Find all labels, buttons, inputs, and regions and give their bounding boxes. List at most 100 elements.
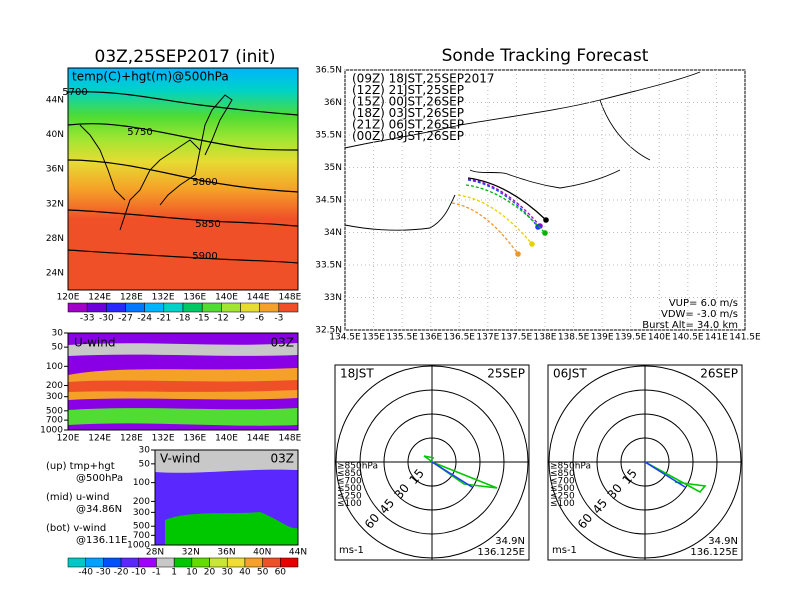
lon-tick-label: 132E — [152, 434, 175, 444]
panel-label: U-wind — [74, 336, 115, 350]
panel-note: @500hPa — [76, 473, 123, 484]
lon-tick-label: 128E — [120, 434, 143, 444]
lon-tick-label: 137E — [476, 333, 499, 343]
hodograph-date: 25SEP — [487, 367, 525, 381]
level-tick-label: 30 — [52, 329, 64, 339]
lon-tick-label: 124E — [88, 293, 111, 303]
colorbar-cell — [106, 302, 126, 313]
setting-text: VDW= -3.0 m/s — [661, 309, 738, 320]
landing-point — [542, 230, 548, 236]
legend-entry: (21Z) 06JST,26SEP — [352, 118, 464, 132]
hodograph-date: 26SEP — [700, 367, 738, 381]
panel-note: (up) tmp+hgt — [46, 461, 115, 472]
colorbar-cell — [120, 557, 140, 568]
colorbar-label: -10 — [131, 568, 146, 578]
lat-tick-label: 32N — [182, 548, 200, 558]
lat-tick-label: 28N — [146, 548, 164, 558]
u-wind-low — [68, 408, 298, 426]
level-tick-label: 100 — [46, 362, 63, 372]
level-tick-label: 50 — [52, 343, 64, 353]
lon-tick-label: 148E — [278, 434, 301, 444]
colorbar-cell — [67, 302, 88, 313]
legend-entry: (18Z) 03JST,26SEP — [352, 106, 464, 120]
colorbar-cell — [191, 557, 210, 568]
hodograph-lat: 34.9N — [495, 536, 525, 547]
level-legend: ≤100 — [550, 499, 575, 509]
colorbar-label: 50 — [257, 568, 269, 578]
speed-ring — [620, 437, 670, 487]
ring-label: 30 — [605, 481, 626, 502]
lon-tick-label: 141.5E — [729, 333, 761, 343]
panel-note: @34.86N — [76, 504, 122, 515]
lat-tick-label: 36.5N — [315, 66, 342, 76]
tracking-axes: 36.5N 36N 35.5N 35N 34.5N 34N 33.5N 33N 32.5N134… — [315, 66, 761, 343]
lat-tick-label: 35.5N — [315, 131, 342, 141]
colorbar-label: -20 — [114, 568, 129, 578]
speed-ring — [572, 389, 718, 535]
colorbar-label: -40 — [78, 568, 93, 578]
lon-tick-label: 136E — [419, 333, 442, 343]
coastline — [344, 71, 701, 231]
lon-tick-label: 136E — [183, 434, 206, 444]
colorbar-cell — [67, 557, 86, 568]
panel-note: (mid) u-wind — [46, 492, 109, 503]
colorbar-label: -21 — [156, 314, 171, 324]
level-legend: ≤850 — [337, 469, 362, 479]
level-tick-label: 30 — [139, 446, 151, 456]
lat-tick-label: 36N — [324, 98, 342, 108]
hodograph-time: 18JST — [340, 367, 374, 381]
contour-label: 5850 — [195, 219, 220, 230]
unit-label: ms-1 — [552, 545, 577, 556]
lon-tick-label: 135.5E — [386, 333, 418, 343]
panel-title: Sonde Tracking Forecast — [442, 46, 649, 66]
lon-tick-label: 137.5E — [501, 333, 533, 343]
level-legend: ≤700 — [550, 477, 575, 487]
colorbar-label: -1 — [152, 568, 161, 578]
colorbar-label: -24 — [137, 314, 152, 324]
hodograph-time: 06JST — [553, 367, 587, 381]
colorbar-cell — [209, 557, 228, 568]
lon-tick-label: 138E — [534, 333, 557, 343]
colorbar-cell — [144, 302, 165, 313]
colorbar-label: -18 — [176, 314, 191, 324]
speed-ring — [335, 365, 529, 559]
sonde-track — [467, 177, 547, 221]
panel-note: @136.11E — [76, 535, 127, 546]
u-wind-core — [68, 380, 298, 392]
hodograph-trace — [423, 455, 498, 489]
lat-tick-label: 34.5N — [315, 196, 342, 206]
lon-tick-label: 136E — [183, 293, 206, 303]
colorbar-label: 1 — [171, 568, 177, 578]
colorbar-label: 40 — [239, 568, 251, 578]
contour-label: 5700 — [62, 87, 87, 98]
level-legend: ≤100 — [337, 499, 362, 509]
lon-tick-label: 140E — [215, 293, 238, 303]
level-tick-label: 50 — [139, 459, 151, 469]
field-label: temp(C)+hgt(m)@500hPa — [72, 70, 229, 84]
v-wind-weak — [155, 450, 298, 473]
colorbar-cell — [125, 302, 145, 313]
colorbar-label: 20 — [204, 568, 216, 578]
speed-ring — [596, 413, 694, 511]
lower-left-axes: 3050100200300500700100030501002003005007… — [40, 329, 307, 558]
landing-point — [535, 224, 541, 230]
panel-title: 03Z,25SEP2017 (init) — [95, 47, 276, 67]
level-legend: ≥850hPa — [337, 462, 378, 472]
lon-tick-label: 120E — [57, 434, 80, 444]
level-tick-label: 200 — [46, 381, 63, 391]
colorbar-cell — [278, 302, 299, 313]
u-wind-weak — [68, 343, 298, 356]
lon-tick-label: 140E — [648, 333, 671, 343]
level-tick-label: 700 — [46, 416, 63, 426]
lat-tick-label: 40N — [46, 130, 64, 140]
landing-point — [515, 251, 521, 257]
lon-tick-label: 144E — [247, 293, 270, 303]
level-tick-label: 1000 — [127, 541, 150, 551]
lat-tick-label: 32.5N — [315, 326, 342, 336]
colorbar-cell — [138, 557, 157, 568]
setting-text: VUP= 6.0 m/s — [669, 298, 738, 309]
level-legend: ≤850 — [550, 469, 575, 479]
panel-frame — [67, 332, 299, 431]
legend-entry: (15Z) 00JST,26SEP — [352, 95, 464, 109]
lon-tick-label: 139E — [591, 333, 614, 343]
